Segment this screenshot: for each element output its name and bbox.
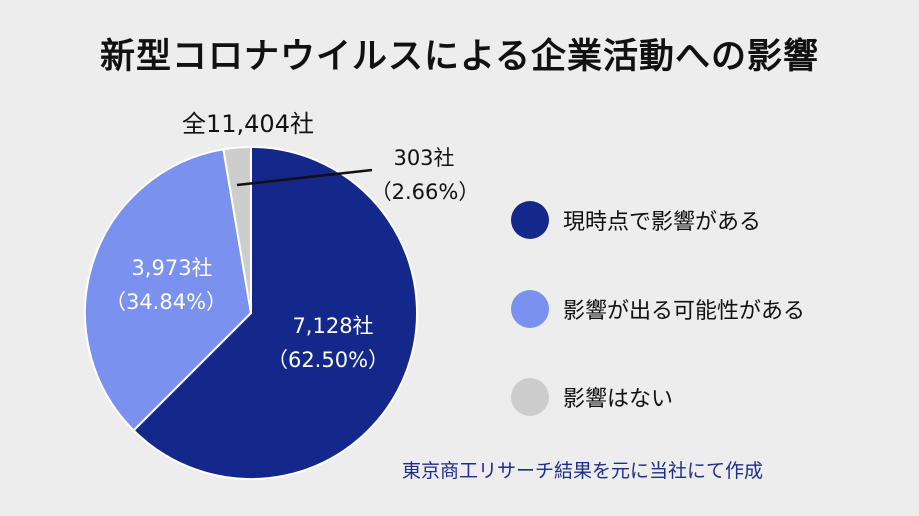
pie-slice-possible bbox=[84, 148, 253, 432]
legend-swatch bbox=[511, 290, 549, 328]
total-label: 全11,404社 bbox=[182, 110, 314, 138]
legend-item-possible: 影響が出る可能性がある bbox=[511, 289, 805, 329]
slice-label-none-count: 303社 bbox=[393, 146, 454, 170]
slice-label-possible-pct: （34.84%） bbox=[105, 290, 227, 314]
legend-item-impact: 現時点で影響がある bbox=[511, 200, 761, 240]
leader-line-no-impact bbox=[236, 168, 373, 187]
legend-swatch bbox=[511, 378, 549, 416]
slice-label-possible-count: 3,973社 bbox=[131, 256, 212, 280]
slice-label-impact-count: 7,128社 bbox=[292, 314, 373, 338]
source-note: 東京商工リサーチ結果を元に当社にて作成 bbox=[402, 460, 764, 482]
legend-label: 影響が出る可能性がある bbox=[563, 299, 806, 324]
slice-label-impact-pct: （62.50%） bbox=[267, 348, 389, 372]
legend-item-none: 影響はない bbox=[511, 377, 673, 417]
legend-swatch bbox=[511, 201, 549, 239]
chart-title: 新型コロナウイルスによる企業活動への影響 bbox=[100, 37, 819, 77]
legend-label: 影響はない bbox=[563, 387, 674, 412]
legend-label: 現時点で影響がある bbox=[563, 210, 762, 235]
pie-slice-none bbox=[222, 145, 252, 314]
slice-label-none-pct: （2.66%） bbox=[371, 180, 480, 204]
